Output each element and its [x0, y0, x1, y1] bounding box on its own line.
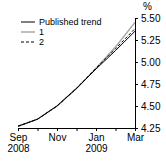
y-tick-label: 5.50	[141, 13, 161, 24]
y-tick: 5.00	[135, 57, 161, 68]
y-tick-mark	[135, 84, 138, 85]
x-tick-label: Nov	[49, 132, 67, 143]
x-tick-mark	[96, 128, 97, 131]
series-line	[18, 31, 135, 126]
x-axis: Sep2008 Nov Jan2009 Mar	[7, 128, 144, 154]
x-axis-line	[19, 129, 136, 132]
x-tick-label: Mar	[127, 132, 145, 143]
x-tick-label: Jan2009	[85, 132, 108, 154]
y-tick: 4.50	[135, 101, 161, 112]
y-tick: 4.75	[135, 79, 161, 90]
x-tick-mark	[116, 128, 117, 131]
y-tick-mark	[135, 18, 138, 19]
legend-swatch	[21, 31, 35, 33]
legend-swatch	[21, 42, 35, 43]
y-tick-mark	[135, 40, 138, 41]
series-line	[18, 22, 135, 126]
legend-swatch	[21, 22, 35, 23]
y-tick: 5.50	[135, 13, 161, 24]
legend: Published trend12	[21, 17, 102, 47]
y-tick-mark	[135, 106, 138, 107]
y-tick-label: 4.75	[141, 79, 161, 90]
y-axis: 4.254.504.755.005.255.50	[135, 13, 161, 134]
x-tick-mark	[38, 128, 39, 131]
x-tick: Sep2008	[7, 128, 30, 154]
y-tick-label: 5.25	[141, 35, 161, 46]
y-tick-label: 4.50	[141, 101, 161, 112]
legend-item: 2	[21, 37, 44, 47]
y-tick-label: 5.00	[141, 57, 161, 68]
y-axis-title: %	[143, 1, 152, 12]
legend-label: 2	[39, 37, 44, 47]
x-tick-mark	[57, 128, 58, 131]
lines	[18, 22, 135, 126]
legend-item: 1	[21, 27, 44, 37]
x-tick	[38, 128, 39, 131]
x-tick: Nov	[49, 128, 67, 143]
y-axis-line	[136, 19, 139, 129]
x-tick: Mar	[127, 128, 145, 143]
x-tick-mark	[77, 128, 78, 131]
x-tick	[77, 128, 78, 131]
y-tick-mark	[135, 62, 138, 63]
legend-label: 1	[39, 27, 44, 37]
chart: 4.254.504.755.005.255.50Sep2008NovJan200…	[0, 0, 166, 166]
series-line	[18, 29, 135, 127]
legend-label: Published trend	[39, 17, 102, 27]
x-tick-label: Sep2008	[7, 132, 30, 154]
y-tick: 5.25	[135, 35, 161, 46]
x-tick-mark	[135, 128, 136, 131]
x-tick: Jan2009	[85, 128, 108, 154]
legend-item: Published trend	[21, 17, 102, 27]
plot: 4.254.504.755.005.255.50Sep2008NovJan200…	[7, 13, 161, 154]
x-tick-mark	[18, 128, 19, 131]
x-tick	[116, 128, 117, 131]
